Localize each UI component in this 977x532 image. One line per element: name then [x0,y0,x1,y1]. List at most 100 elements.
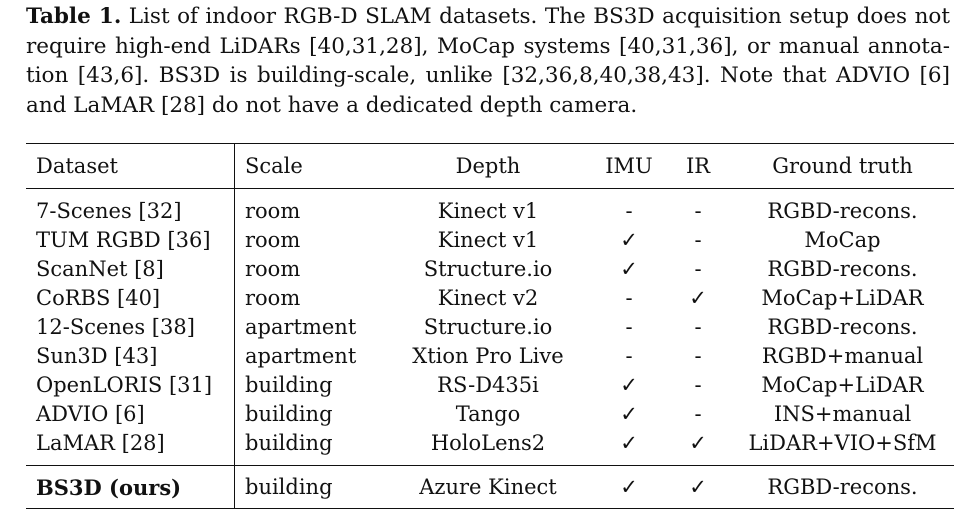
cell-ground-truth: INS+manual [773,401,912,426]
header-dataset: Dataset [26,143,235,189]
imu-mark: - [625,343,633,368]
header-imu: IMU [593,143,665,189]
imu-mark: ✓ [620,401,638,426]
cell-ir: - [665,312,731,341]
table-footer: BS3D (ours) building Azure Kinect ✓ ✓ RG… [26,465,954,509]
ir-mark: ✓ [689,430,707,455]
cell-ground-truth: MoCap+LiDAR [761,372,924,397]
cell-ir: ✓ [665,428,731,466]
cell-ir: - [665,399,731,428]
cell-scale: apartment [245,314,357,339]
cell-dataset: LaMAR [28] [26,428,235,466]
cell-imu: ✓ [593,465,665,509]
cell-imu: ✓ [593,428,665,466]
imu-mark: - [625,314,633,339]
cell-imu: - [593,283,665,312]
cell-dataset: ADVIO [6] [26,399,235,428]
imu-mark: ✓ [620,475,638,499]
cell-dataset: TUM RGBD [36] [26,225,235,254]
ir-mark: - [694,314,702,339]
table-caption: Table 1. List of indoor RGB-D SLAM datas… [26,2,950,120]
cell-ground-truth: MoCap [804,227,881,252]
cell-dataset: 12-Scenes [38] [26,312,235,341]
cell-ir: ✓ [665,465,731,509]
cell-imu: ✓ [593,399,665,428]
cell-imu: ✓ [593,254,665,283]
cell-ir: - [665,254,731,283]
cell-imu: ✓ [593,370,665,399]
cell-depth: RS-D435i [437,372,539,397]
table-row: ScanNet [8] room Structure.io ✓ - RGBD-recons… [26,254,954,283]
table-row: 12-Scenes [38] apartment Structure.io - - RGB… [26,312,954,341]
cell-scale: room [245,227,301,252]
cell-imu: - [593,189,665,226]
cell-scale: building [245,401,333,426]
cell-scale: building [234,465,383,509]
header-ir: IR [665,143,731,189]
cell-ir: ✓ [665,283,731,312]
caption-label: Table 1. [26,4,122,29]
table-row: CoRBS [40] room Kinect v2 - ✓ MoCap+LiDAR [26,283,954,312]
cell-ir: - [665,341,731,370]
table-row: ADVIO [6] building Tango ✓ - INS+manual [26,399,954,428]
caption-text-line-3: tion [43,6]. BS3D is building-scale, unl… [26,63,950,118]
cell-imu: ✓ [593,225,665,254]
header-depth: Depth [383,143,593,189]
cell-ground-truth: RGBD-recons. [767,198,918,223]
cell-depth: Kinect v2 [437,285,539,310]
ir-mark: - [694,401,702,426]
table-row: 7-Scenes [32] room Kinect v1 - - RGBD-recons. [26,188,954,226]
table-row: LaMAR [28] building HoloLens2 ✓ ✓ LiDAR+VIO+S… [26,428,954,466]
caption-text-line-1: List of indoor RGB-D SLAM datasets. The … [128,4,908,29]
caption-text-line-2: not require high-end LiDARs [40,31,28], … [26,4,950,59]
cell-ground-truth: RGBD+manual [761,343,924,368]
ir-mark: ✓ [689,475,707,499]
cell-depth: Structure.io [423,314,553,339]
cell-imu: - [593,341,665,370]
cell-dataset: ScanNet [8] [26,254,235,283]
cell-ground-truth: RGBD-recons. [767,256,918,281]
cell-dataset: CoRBS [40] [26,283,235,312]
cell-depth: Structure.io [423,256,553,281]
cell-dataset: OpenLORIS [31] [26,370,235,399]
imu-mark: ✓ [620,227,638,252]
table-body: 7-Scenes [32] room Kinect v1 - - RGBD-recons.… [26,188,954,466]
ir-mark: - [694,256,702,281]
cell-scale: apartment [245,343,357,368]
cell-depth: HoloLens2 [430,430,546,455]
cell-ground-truth: MoCap+LiDAR [761,285,924,310]
ir-mark: - [694,198,702,223]
cell-ground-truth: RGBD-recons. [767,314,918,339]
cell-depth: Xtion Pro Live [412,343,564,368]
table-header: Dataset Scale Depth IMU IR Ground truth [26,143,954,189]
table-row: OpenLORIS [31] building RS-D435i ✓ - MoCap+Li… [26,370,954,399]
datasets-table: Dataset Scale Depth IMU IR Ground truth … [26,143,954,509]
table-row: Sun3D [43] apartment Xtion Pro Live - - RGBD+… [26,341,954,370]
cell-dataset: Sun3D [43] [26,341,235,370]
cell-depth: Kinect v1 [437,198,539,223]
cell-scale: building [245,430,333,455]
cell-depth: Azure Kinect [383,465,593,509]
cell-imu: - [593,312,665,341]
header-ground-truth: Ground truth [731,143,954,189]
cell-ir: - [665,189,731,226]
header-scale: Scale [234,143,383,189]
ir-mark: - [694,343,702,368]
caption-text-line-4: LaMAR [28] do not have a dedicated depth… [73,92,638,118]
cell-scale: room [245,256,301,281]
ours-row: BS3D (ours) building Azure Kinect ✓ ✓ RG… [26,465,954,509]
imu-mark: - [625,285,633,310]
cell-ground-truth: RGBD-recons. [731,465,954,509]
cell-ir: - [665,225,731,254]
ir-mark: - [694,227,702,252]
header-row: Dataset Scale Depth IMU IR Ground truth [26,143,954,189]
cell-dataset: 7-Scenes [32] [26,188,235,225]
imu-mark: ✓ [620,256,638,281]
cell-scale: room [245,285,301,310]
cell-ir: - [665,370,731,399]
cell-scale: room [245,198,301,223]
ir-mark: ✓ [689,285,707,310]
cell-depth: Tango [455,401,521,426]
imu-mark: ✓ [620,430,638,455]
ir-mark: - [694,372,702,397]
